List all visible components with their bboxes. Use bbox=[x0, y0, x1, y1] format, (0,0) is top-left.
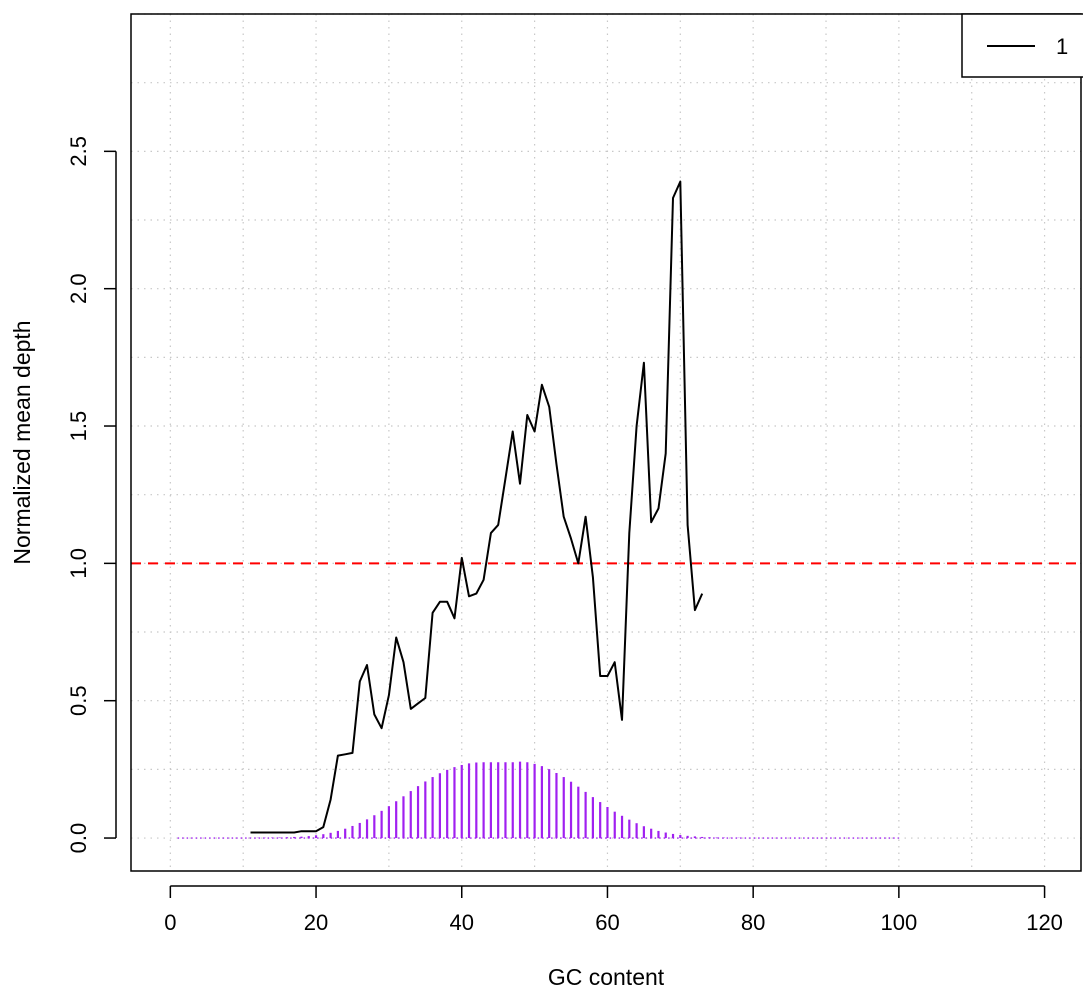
x-tick-label: 40 bbox=[450, 910, 474, 935]
y-tick-label: 0.0 bbox=[66, 823, 91, 854]
x-tick-label: 120 bbox=[1026, 910, 1063, 935]
y-axis-title: Normalized mean depth bbox=[9, 320, 35, 564]
x-axis-title: GC content bbox=[548, 964, 665, 990]
y-tick-label: 0.5 bbox=[66, 685, 91, 716]
legend-label-series-1: 1 bbox=[1056, 34, 1068, 59]
series-line-1 bbox=[250, 180, 704, 834]
y-tick-label: 2.0 bbox=[66, 273, 91, 304]
gc-distribution-bars bbox=[177, 761, 899, 839]
y-axis: 0.0 0.5 1.0 1.5 2.0 2.5 bbox=[66, 136, 117, 854]
y-tick-label: 1.5 bbox=[66, 411, 91, 442]
y-tick-label: 1.0 bbox=[66, 548, 91, 579]
x-tick-label: 20 bbox=[304, 910, 328, 935]
x-axis: 0 20 40 60 80 100 120 bbox=[164, 885, 1063, 935]
grid-lines bbox=[131, 13, 1081, 871]
depth-series bbox=[250, 180, 704, 834]
legend: 1 bbox=[961, 13, 1083, 78]
plot-frame bbox=[130, 13, 1082, 872]
x-tick-label: 60 bbox=[595, 910, 619, 935]
x-tick-label: 80 bbox=[741, 910, 765, 935]
x-tick-label: 0 bbox=[164, 910, 176, 935]
x-tick-label: 100 bbox=[881, 910, 918, 935]
y-tick-label: 2.5 bbox=[66, 136, 91, 167]
